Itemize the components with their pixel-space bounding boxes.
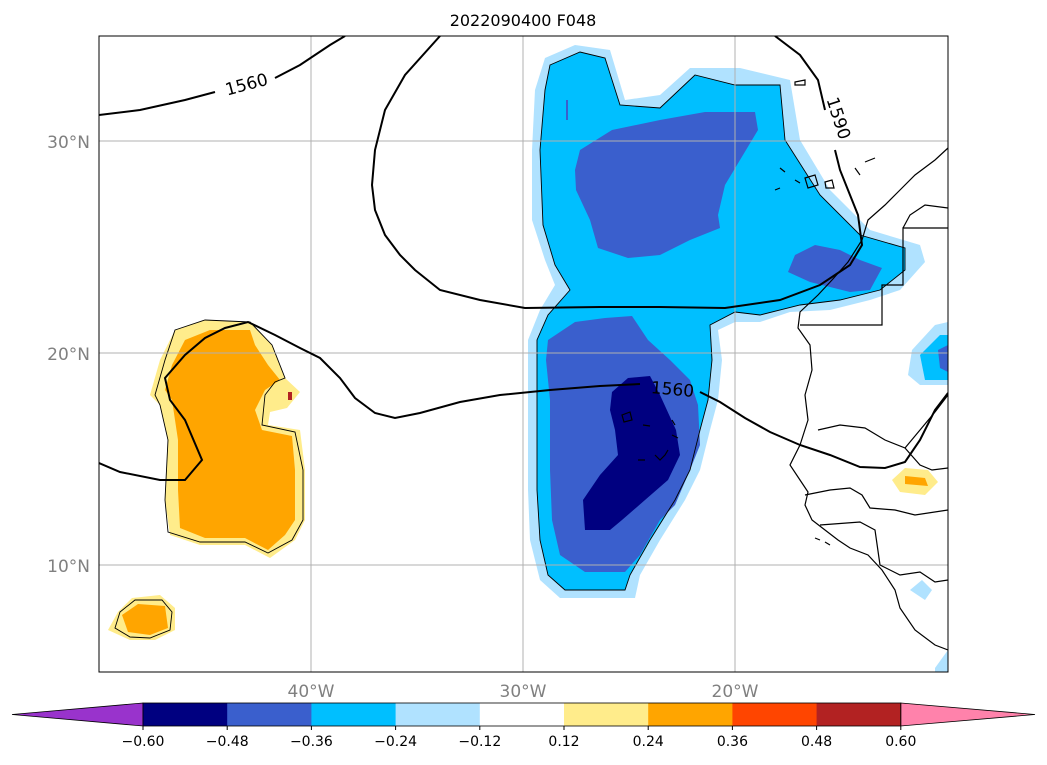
colorbar: −0.60 −0.48 −0.36 −0.24 −0.12 0.12 0.24 0.36 0.4… bbox=[11, 702, 1036, 750]
contour-label-1590: 1590 bbox=[822, 95, 854, 142]
light-blue-fill-southeast bbox=[910, 580, 932, 600]
colorbar-outline bbox=[142, 702, 902, 727]
map-title: 2022090400 F048 bbox=[450, 11, 597, 30]
negative-anomaly-central bbox=[528, 45, 925, 598]
map-frame bbox=[98, 35, 949, 673]
negative-anomaly-east bbox=[908, 322, 948, 672]
anomaly-outline bbox=[536, 51, 906, 591]
contour-1560-north bbox=[99, 36, 346, 116]
anomaly-outline-southwest bbox=[114, 599, 173, 639]
map-area: 1560 1590 1560 bbox=[99, 36, 948, 672]
cyan-fill-east bbox=[920, 335, 948, 380]
height-contours bbox=[99, 36, 948, 481]
mid-blue-fill-northeast bbox=[788, 245, 882, 292]
colorbar-segment bbox=[816, 703, 902, 726]
colorbar-tick-label: −0.24 bbox=[374, 734, 417, 750]
contour-label-1560-south: 1560 bbox=[650, 378, 695, 402]
lat-label-20n: 20°N bbox=[47, 345, 90, 365]
africa-coast bbox=[789, 147, 948, 651]
colorbar-segment bbox=[143, 703, 228, 726]
colorbar-segment bbox=[395, 703, 481, 726]
mali-border bbox=[904, 394, 948, 449]
anomaly-outline-west bbox=[154, 319, 304, 554]
lon-label-40w: 40°W bbox=[288, 682, 335, 702]
light-blue-fill-corner bbox=[935, 650, 948, 672]
lon-label-30w: 30°W bbox=[500, 682, 547, 702]
colorbar-tick-label: 0.36 bbox=[717, 734, 748, 750]
mid-blue-fill-north bbox=[575, 112, 758, 258]
canary-islands bbox=[774, 157, 876, 191]
morocco-border bbox=[902, 204, 948, 229]
colorbar-tick-label: 0.24 bbox=[633, 734, 664, 750]
orange-fill-east bbox=[905, 476, 928, 486]
colorbar-extend-max bbox=[900, 702, 1036, 727]
colorbar-segment bbox=[648, 703, 733, 726]
contour-label-1560-north: 1560 bbox=[223, 70, 270, 101]
colorbar-extend-min bbox=[11, 702, 144, 727]
senegal-border bbox=[804, 487, 948, 516]
cape-verde-islands bbox=[621, 411, 679, 461]
colorbar-segment bbox=[564, 703, 649, 726]
gridlines bbox=[99, 36, 948, 672]
orange-fill bbox=[165, 330, 295, 550]
colorbar-segment bbox=[227, 703, 312, 726]
coastlines bbox=[621, 79, 948, 651]
colorbar-tick-label: 0.48 bbox=[801, 734, 832, 750]
colorbar-tick-label: −0.48 bbox=[206, 734, 249, 750]
colorbar-tick-label: −0.60 bbox=[122, 734, 165, 750]
dark-blue-fill bbox=[583, 376, 680, 530]
western-sahara-border bbox=[800, 227, 948, 326]
colorbar-tick-label: 0.60 bbox=[885, 734, 916, 750]
contour-1590 bbox=[370, 36, 864, 310]
mauritania-border bbox=[817, 424, 948, 471]
colorbar-segment bbox=[479, 703, 565, 726]
mid-blue-fill-east bbox=[938, 345, 948, 372]
red-dot bbox=[288, 392, 292, 400]
guinea-border bbox=[819, 521, 948, 583]
lat-label-10n: 10°N bbox=[47, 557, 90, 577]
colorbar-tick-label: −0.36 bbox=[290, 734, 333, 750]
bijagos bbox=[814, 537, 831, 546]
contour-1560-south bbox=[99, 320, 948, 481]
orange-fill-southwest bbox=[122, 604, 168, 635]
lat-label-30n: 30°N bbox=[47, 133, 90, 153]
colorbar-tick-label: 0.12 bbox=[548, 734, 579, 750]
lon-label-20w: 20°W bbox=[712, 682, 759, 702]
colorbar-segment bbox=[732, 703, 818, 726]
colorbar-tick-label: −0.12 bbox=[458, 734, 501, 750]
positive-anomaly-west bbox=[108, 319, 938, 640]
madeira bbox=[794, 79, 806, 86]
colorbar-segment bbox=[311, 703, 397, 726]
